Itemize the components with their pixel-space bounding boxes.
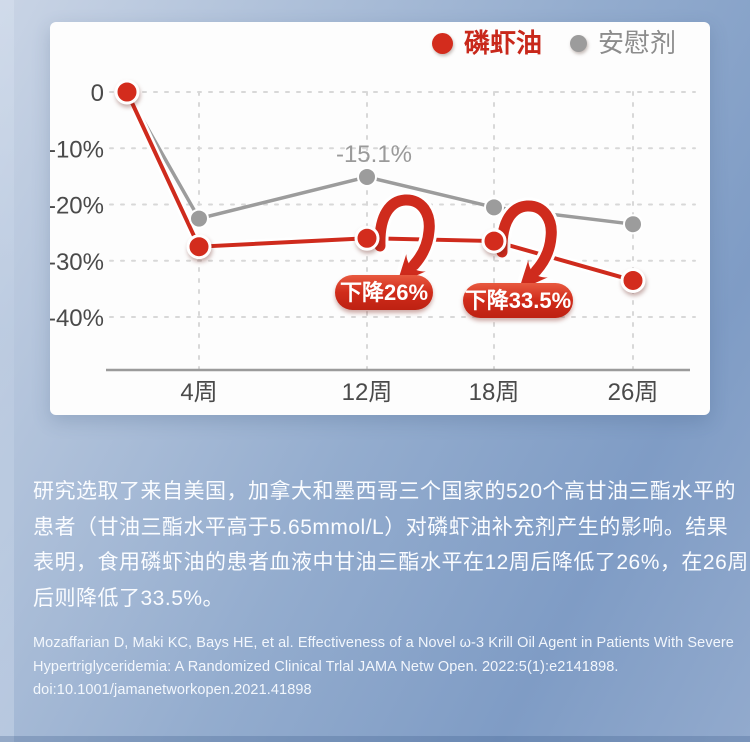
y-tick-label: -40% <box>50 305 104 332</box>
study-description: 研究选取了来自美国，加拿大和墨西哥三个国家的520个高甘油三酯水平的 患者（甘油… <box>33 474 749 616</box>
decrease-badge <box>335 275 433 310</box>
x-tick-label: 18周 <box>469 379 520 406</box>
decrease-badge-label: 下降26% <box>340 280 428 305</box>
x-tick-label: 4周 <box>180 379 217 406</box>
y-tick-label: -20% <box>50 193 104 220</box>
placebo-point <box>357 166 377 187</box>
krill-oil-point <box>620 267 646 293</box>
legend-item-placebo: 安慰剂 <box>570 30 676 56</box>
krill-oil-point <box>186 234 212 260</box>
citation-line-2: Hypertriglyceridemia: A Randomized Clini… <box>33 658 619 675</box>
citation: Mozaffarian D, Maki KC, Bays HE, et al. … <box>33 632 734 703</box>
y-tick-label: -30% <box>50 249 104 276</box>
placebo-series-dot-icon <box>570 34 588 52</box>
x-tick-label: 26周 <box>608 379 659 406</box>
krill-oil-point <box>114 79 140 105</box>
chart-card: 0 -10% -20% -30% -40% 4周 12周 18周 26周 -15.1% 下降26% 下… <box>50 22 710 415</box>
description-line-2: 患者（甘油三酯水平高于5.65mmol/L）对磷虾油补充剂产生的影响。结果 <box>33 515 729 539</box>
krill-oil-point <box>354 225 380 251</box>
y-tick-label: 0 <box>91 80 104 107</box>
decrease-badge-label: 下降33.5% <box>465 288 571 313</box>
y-tick-label: -10% <box>50 136 104 163</box>
decrease-badge <box>463 283 573 318</box>
citation-line-1: Mozaffarian D, Maki KC, Bays HE, et al. … <box>33 635 734 651</box>
chart-legend: 磷虾油 安慰剂 <box>432 30 676 56</box>
legend-item-krill-oil: 磷虾油 <box>432 30 542 56</box>
description-line-4: 后则降低了33.5%。 <box>33 586 225 610</box>
placebo-point <box>484 197 504 218</box>
left-edge-highlight <box>0 0 14 742</box>
krill-oil-point <box>481 228 507 254</box>
description-line-3: 表明，食用磷虾油的患者血液中甘油三酯水平在12周后降低了26%，在26周 <box>33 551 749 574</box>
triglyceride-change-line-chart: 0 -10% -20% -30% -40% 4周 12周 18周 26周 -15.1% 下降26% 下… <box>50 79 696 406</box>
legend-label-placebo: 安慰剂 <box>598 28 677 58</box>
placebo-point-label: -15.1% <box>336 141 412 168</box>
placebo-point <box>189 208 209 229</box>
x-tick-label: 12周 <box>342 379 393 406</box>
citation-line-3: doi:10.1001/jamanetworkopen.2021.41898 <box>33 682 312 698</box>
drop-arrow-icon <box>496 200 557 291</box>
legend-label-krill-oil: 磷虾油 <box>464 28 543 58</box>
krill-oil-series-dot-icon <box>432 32 453 54</box>
placebo-point <box>623 214 643 235</box>
drop-arrow-icon <box>374 194 435 285</box>
description-line-1: 研究选取了来自美国，加拿大和墨西哥三个国家的520个高甘油三酯水平的 <box>33 480 737 503</box>
